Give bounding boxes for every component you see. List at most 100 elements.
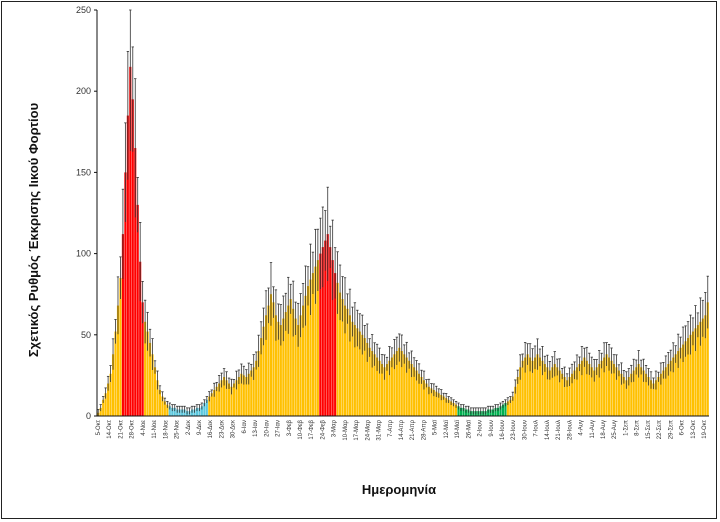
bar [311, 273, 314, 416]
bar [316, 260, 319, 416]
y-tick-label: 50 [81, 330, 91, 340]
x-tick-label: 30-Ιουν [522, 420, 528, 440]
bar [435, 391, 438, 416]
x-tick-label: 18-Αυγ [601, 420, 607, 439]
bar [380, 364, 384, 416]
x-tick-label: 12-Μαϊ [444, 419, 450, 438]
bar [459, 407, 463, 416]
bar [635, 367, 638, 416]
bar [694, 328, 697, 416]
bar [558, 370, 561, 416]
bar [612, 364, 616, 416]
bar [573, 370, 576, 416]
bar [706, 302, 709, 416]
bar [415, 370, 418, 416]
bar [408, 360, 411, 416]
bar [385, 364, 389, 416]
x-tick-label: 18-Νοε [163, 420, 169, 439]
bar [664, 367, 667, 416]
bar [235, 380, 238, 416]
bar [398, 347, 401, 416]
bar [457, 406, 460, 416]
bar [395, 351, 398, 416]
bar [615, 367, 618, 416]
bar [699, 321, 702, 416]
bar [346, 308, 349, 416]
x-tick-label: 31-Μαρ [377, 419, 383, 440]
bar [420, 377, 423, 416]
bar [230, 386, 233, 416]
bar [161, 396, 164, 416]
bar [213, 390, 216, 416]
bar [247, 373, 250, 416]
bar [529, 357, 532, 416]
x-tick-label: 24-Μαρ [365, 419, 371, 440]
bar [166, 404, 169, 416]
x-tick-label: 23-Ιουν [511, 420, 517, 440]
bar [215, 386, 218, 416]
x-axis-label: Ημερομηνία [362, 482, 436, 497]
bar [141, 302, 144, 416]
bar [593, 370, 596, 416]
bar [575, 367, 579, 416]
x-tick-label: 2-Ιουν [478, 420, 484, 437]
bar [99, 407, 102, 416]
bar [598, 364, 601, 416]
bar [509, 399, 512, 416]
bar [220, 380, 223, 416]
bar [450, 401, 453, 416]
bar [324, 240, 327, 416]
bar [245, 377, 248, 416]
bar [632, 370, 635, 416]
bar [299, 315, 302, 416]
bar [563, 377, 566, 416]
bar [684, 341, 687, 416]
bar [657, 377, 660, 416]
bar [146, 331, 149, 416]
bar [499, 406, 502, 416]
bar [119, 277, 122, 416]
bar [442, 396, 445, 416]
x-tick-label: 4-Νοε [141, 420, 147, 436]
bar [107, 383, 110, 416]
bar [168, 406, 171, 416]
x-tick-label: 21-Απρ [410, 419, 416, 440]
bar [652, 383, 655, 416]
bar [124, 172, 127, 416]
bar [543, 364, 546, 416]
bar [358, 331, 361, 416]
bar [237, 377, 240, 416]
bar [306, 286, 310, 416]
x-tick-label: 1-Σεπ [623, 420, 629, 436]
bar [114, 331, 117, 416]
bar [536, 354, 539, 416]
bar [139, 261, 142, 416]
bar [580, 360, 583, 416]
x-tick-label: 26-Μαϊ [466, 419, 472, 438]
bar [329, 247, 332, 416]
y-tick-label: 150 [76, 167, 91, 177]
bar [682, 344, 685, 416]
bar [225, 380, 228, 416]
bar [158, 390, 161, 416]
bar [269, 294, 273, 416]
bar [314, 266, 317, 416]
bar [595, 367, 598, 416]
y-axis-label: Σχετικός Ρυθμός Έκκρισης Ιικού Φορτίου [26, 102, 41, 357]
bar [134, 148, 137, 417]
bar [647, 377, 650, 416]
bar [116, 305, 120, 416]
bar [417, 373, 421, 416]
bar [674, 354, 677, 416]
y-axis-ticks: 0 50 100 150 200 250 [76, 5, 97, 421]
bar [136, 204, 139, 416]
bar [104, 393, 107, 416]
x-tick-label: 27-Ιαν [276, 420, 282, 437]
bar [427, 386, 430, 416]
bar-series [97, 9, 709, 417]
bar [336, 282, 339, 416]
bar [195, 407, 199, 416]
bar [425, 383, 428, 416]
bar [232, 383, 236, 416]
bar [109, 373, 112, 416]
